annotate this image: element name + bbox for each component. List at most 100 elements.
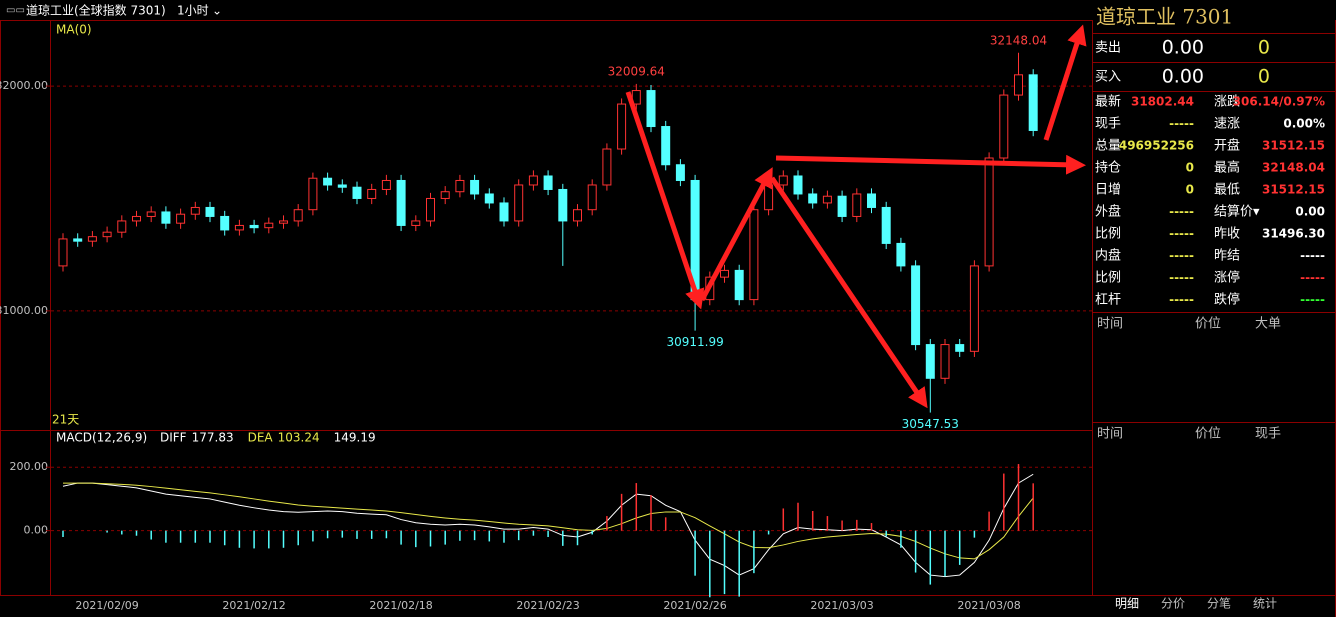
extreme-label: 32148.04 — [990, 33, 1047, 47]
x-tick-label: 2021/03/03 — [810, 599, 873, 612]
candle-body — [249, 224, 259, 229]
x-tick-label: 2021/02/09 — [75, 599, 138, 612]
candle-body — [279, 220, 288, 224]
column-header: 价位 — [1195, 317, 1221, 332]
quote-title: 道琼工业 7301 — [1096, 5, 1233, 29]
panel-tab[interactable]: 明细 — [1115, 597, 1139, 611]
field-label: 跌停 — [1214, 292, 1240, 308]
field-value: ----- — [1300, 271, 1325, 285]
candle-body — [234, 224, 244, 231]
macd-title: MACD(12,26,9) — [56, 431, 147, 445]
candle-body — [102, 231, 112, 238]
legend-value: 177.83 — [192, 431, 234, 445]
field-label: 比例 — [1095, 271, 1121, 286]
y-tick-label: 0.00 — [24, 524, 49, 537]
field-label: 涨跌 — [1214, 94, 1240, 110]
period-label: 21天 — [52, 413, 79, 427]
candle-body — [381, 179, 391, 190]
panel-tab[interactable]: 统计 — [1253, 597, 1277, 611]
order-volume: 0 — [1258, 66, 1270, 88]
candle-body — [293, 209, 303, 222]
panel-tab[interactable]: 分笔 — [1207, 596, 1231, 611]
field-label: 最高 — [1214, 160, 1240, 176]
candle-body — [925, 344, 935, 379]
candle-body — [161, 211, 171, 224]
candle-body — [646, 90, 656, 128]
x-tick-label: 2021/02/23 — [516, 599, 579, 612]
field-value: 0 — [1186, 161, 1194, 175]
candle-body — [484, 193, 494, 204]
field-value: ----- — [1169, 117, 1194, 131]
candle-body — [661, 126, 671, 166]
column-header: 价位 — [1195, 427, 1221, 442]
candle-body — [764, 184, 774, 211]
legend-name: DIFF — [160, 431, 187, 445]
frame — [0, 20, 1336, 617]
x-tick-label: 2021/02/12 — [222, 599, 285, 612]
field-value: 31512.15 — [1262, 183, 1325, 197]
period-dropdown[interactable]: ⌄ — [212, 4, 222, 18]
candle-body — [720, 269, 729, 278]
candle-body — [969, 265, 979, 352]
candle-body — [352, 186, 362, 199]
field-value: 496952256 — [1119, 139, 1194, 153]
x-tick-label: 2021/03/08 — [957, 599, 1020, 612]
candle-body — [778, 175, 788, 186]
field-label: 外盘 — [1095, 204, 1121, 220]
candle-body — [793, 175, 803, 195]
candle-body — [367, 188, 377, 199]
order-price: 0.00 — [1162, 66, 1204, 88]
field-label: 最低 — [1214, 183, 1240, 198]
legend-name: DEA — [248, 431, 274, 445]
candle-body — [73, 238, 83, 242]
candle-body — [955, 344, 965, 352]
field-label: 速涨 — [1214, 117, 1240, 132]
legend-value: 103.24 — [278, 431, 320, 445]
candle-body — [558, 188, 568, 222]
candle-body — [602, 148, 612, 186]
header-title: 道琼工业(全球指数 7301) — [26, 3, 166, 18]
candle-body — [749, 209, 759, 301]
field-value: 0.00 — [1295, 205, 1325, 219]
field-label: 杠杆 — [1095, 292, 1121, 308]
candle-body — [1014, 74, 1023, 96]
candle-body — [190, 206, 200, 215]
y-tick-label: 200.00 — [10, 460, 49, 473]
indicator-label: MA(0) — [56, 23, 92, 37]
period-selector[interactable]: 1小时 — [177, 4, 209, 18]
order-volume: 0 — [1258, 37, 1270, 59]
candle-body — [543, 175, 553, 190]
macd-line — [63, 482, 1034, 560]
panel-tab[interactable]: 分价 — [1161, 597, 1185, 611]
field-label: 持仓 — [1095, 161, 1121, 176]
column-header: 大单 — [1255, 317, 1281, 332]
field-label: 昨收 — [1214, 227, 1240, 242]
candle-body — [337, 184, 347, 188]
plot: 31000.00 32000.00 2021/02/09 2021/02/12 2021… — [0, 33, 1092, 612]
extreme-label: 32009.64 — [608, 64, 665, 78]
candle-body — [999, 94, 1009, 159]
field-value: 0 — [1186, 183, 1194, 197]
field-label: 最新 — [1095, 94, 1121, 110]
field-value: 31512.15 — [1262, 139, 1325, 153]
field-value: ----- — [1169, 227, 1194, 241]
field-value: 0.00% — [1283, 117, 1325, 131]
extreme-label: 30911.99 — [666, 335, 723, 349]
column-header: 时间 — [1097, 317, 1123, 332]
candle-body — [426, 197, 435, 222]
field-label: 昨结 — [1214, 249, 1240, 264]
field-label: 总量 — [1095, 139, 1121, 154]
window-icon[interactable]: ▭▭ — [6, 5, 25, 16]
candle-body — [896, 242, 906, 267]
candle-body — [837, 195, 847, 217]
extreme-label: 30547.53 — [902, 417, 959, 431]
candle-body — [440, 191, 450, 199]
candle-body — [984, 157, 994, 267]
candle-body — [617, 103, 627, 150]
field-value: 31802.44 — [1131, 95, 1194, 109]
field-label: 涨停 — [1214, 270, 1240, 286]
field-label: 日增 — [1095, 183, 1121, 198]
candle-body — [808, 193, 818, 204]
candle-body — [852, 193, 862, 217]
